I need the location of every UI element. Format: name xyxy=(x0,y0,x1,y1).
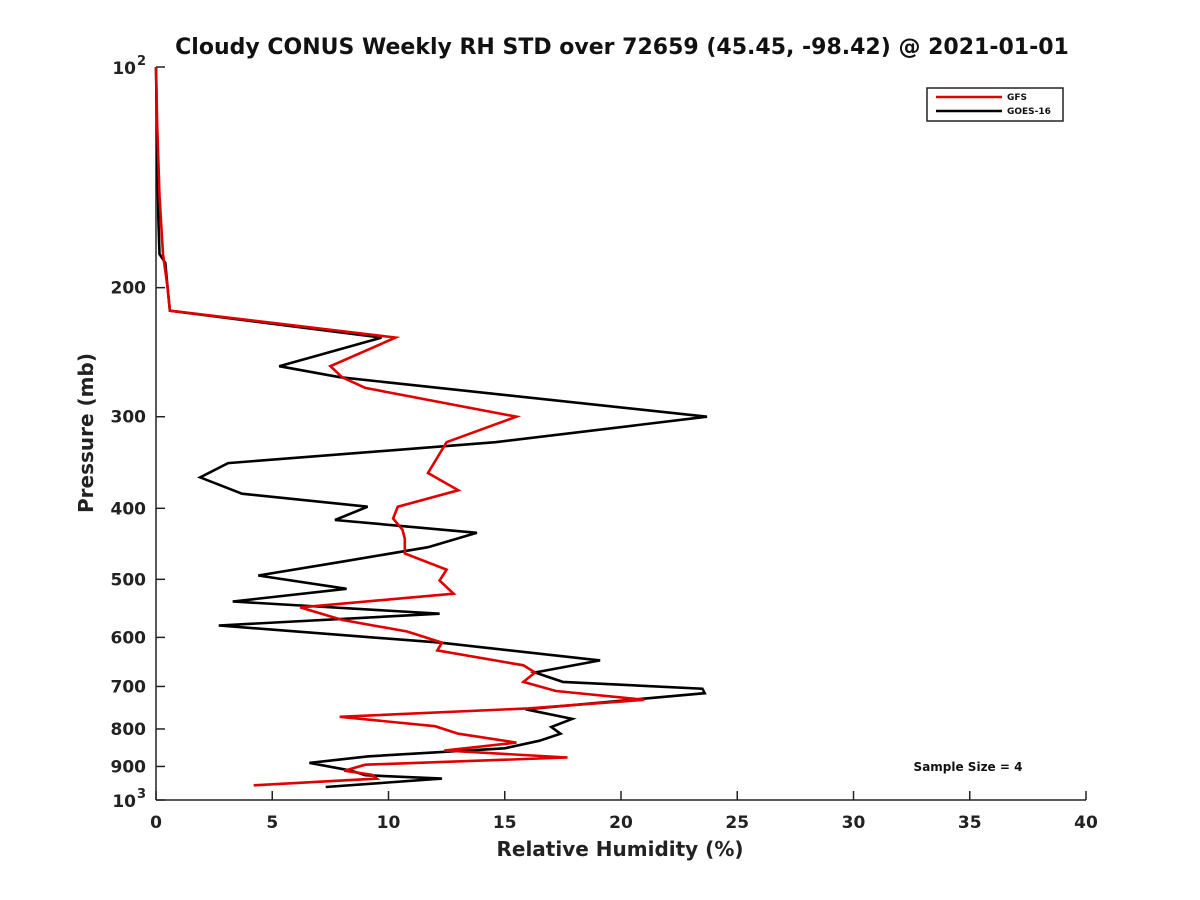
y-tick-label: 10 xyxy=(112,59,136,79)
y-tick-label: 300 xyxy=(111,408,147,428)
y-tick-label: 600 xyxy=(111,628,147,648)
x-tick-label: 10 xyxy=(377,813,401,833)
x-tick-label: 30 xyxy=(842,813,866,833)
x-tick-label: 5 xyxy=(266,813,278,833)
legend-box xyxy=(926,87,1064,122)
sample-size-annotation: Sample Size = 4 xyxy=(914,760,1023,774)
x-axis-label: Relative Humidity (%) xyxy=(496,837,743,861)
series-line-goes-16 xyxy=(154,66,708,789)
y-tick-label-exponent: 2 xyxy=(137,54,146,69)
legend-label-goes-16: GOES-16 xyxy=(1007,107,1051,117)
x-tick-label: 40 xyxy=(1074,813,1098,833)
series-layer xyxy=(154,66,708,789)
series-line-gfs xyxy=(154,66,645,787)
x-ticks: 0 5 10 15 20 25 30 35 40 xyxy=(150,791,1098,833)
y-axis-label: Pressure (mb) xyxy=(74,353,98,513)
y-tick-label: 900 xyxy=(111,757,147,777)
x-tick-label: 15 xyxy=(493,813,517,833)
y-tick-label: 500 xyxy=(111,570,147,590)
y-tick-label: 800 xyxy=(111,720,147,740)
chart-title: Cloudy CONUS Weekly RH STD over 72659 (4… xyxy=(175,35,1069,60)
y-tick-label: 700 xyxy=(111,677,147,697)
x-tick-label: 25 xyxy=(725,813,749,833)
plot-area: 0 5 10 15 20 25 30 35 40 10 220030040050060070080… xyxy=(111,54,1098,833)
y-tick-label: 400 xyxy=(111,499,147,519)
x-tick-label: 0 xyxy=(150,813,162,833)
y-tick-label-exponent: 3 xyxy=(137,787,146,802)
x-tick-label: 20 xyxy=(609,813,633,833)
x-tick-label: 35 xyxy=(958,813,982,833)
legend-label-gfs: GFS xyxy=(1007,93,1027,103)
legend: GFS GOES-16 xyxy=(926,87,1064,122)
y-tick-label: 200 xyxy=(111,279,147,299)
y-tick-label: 10 xyxy=(112,792,136,812)
